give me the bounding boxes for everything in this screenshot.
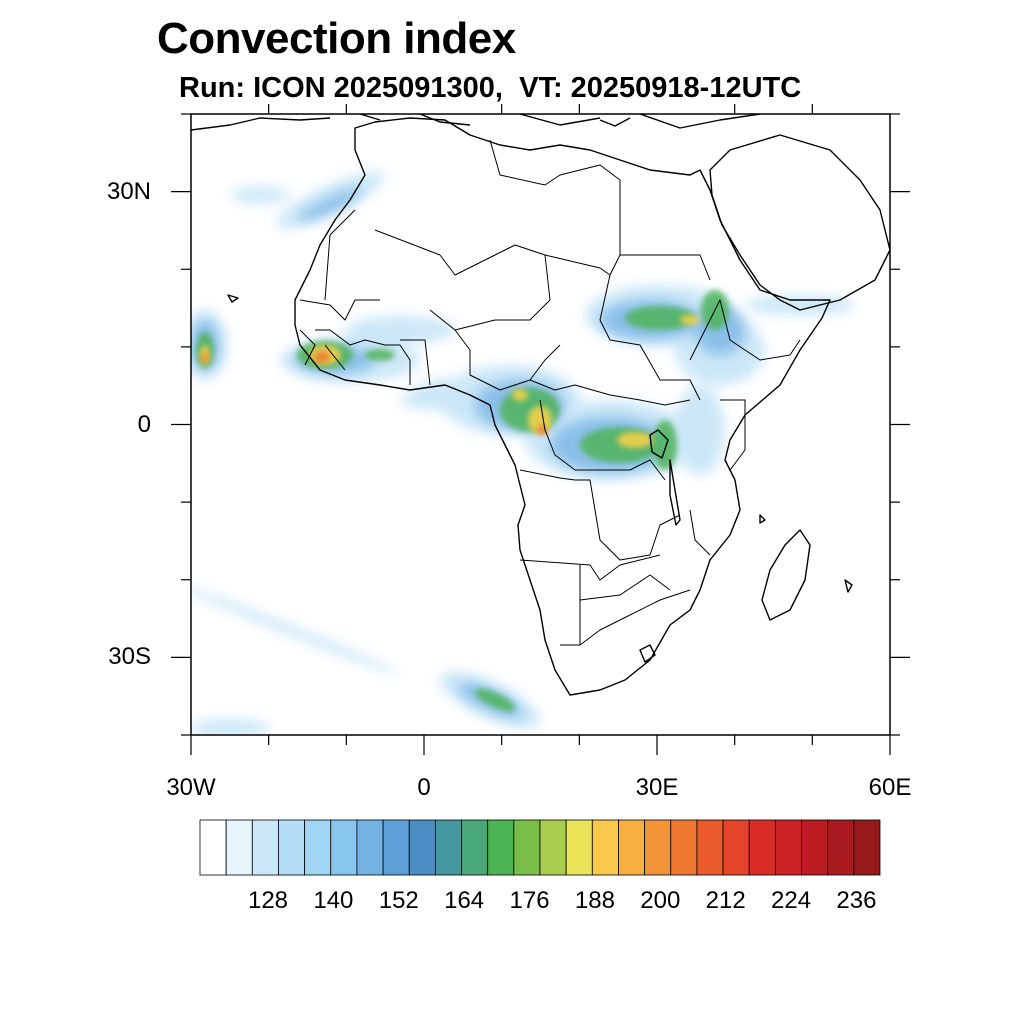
colorbar-swatch [539,819,567,876]
colorbar-swatch [487,819,515,876]
colorbar-swatch [513,819,541,876]
colorbar-swatch [408,819,436,876]
colorbar-label: 152 [378,887,419,914]
colorbar-swatch [330,819,358,876]
country-borders [299,139,801,646]
chart-title: Convection index [157,14,516,63]
colorbar-swatch [801,819,829,876]
colorbar-swatch [278,819,306,876]
colorbar-swatch [356,819,384,876]
colorbar-swatch [434,819,462,876]
colorbar-label: 188 [574,887,615,914]
colorbar-label: 212 [705,887,746,914]
x-tick-label: 0 [417,774,431,801]
colorbar-swatch [461,819,489,876]
colorbar [199,819,881,876]
colorbar-swatch [382,819,410,876]
colorbar-swatch [696,819,724,876]
colorbar-swatch [199,819,227,876]
colorbar-swatch [591,819,619,876]
colorbar-swatch [722,819,750,876]
colorbar-swatch [225,819,253,876]
colorbar-swatch [644,819,672,876]
axis-ticks [171,104,910,755]
convection-field [191,171,855,735]
colorbar-label: 176 [509,887,550,914]
colorbar-label: 140 [313,887,354,914]
y-tick-label: 30N [106,177,151,205]
y-tick-label: 0 [137,410,151,438]
x-tick-label: 30E [635,774,679,801]
colorbar-swatch [670,819,698,876]
colorbar-label: 200 [640,887,681,914]
colorbar-swatch [304,819,332,876]
colorbar-label: 164 [444,887,485,914]
colorbar-swatch [565,819,593,876]
colorbar-label: 224 [771,887,812,914]
y-tick-label: 30S [108,643,151,671]
colorbar-swatch [618,819,646,876]
colorbar-label: 236 [836,887,877,914]
colorbar-swatch [748,819,776,876]
colorbar-swatch [827,819,855,876]
x-tick-label: 60E [868,774,912,801]
x-tick-label: 30W [166,774,216,801]
colorbar-swatch [853,819,881,876]
chart-subtitle: Run: ICON 2025091300, VT: 20250918-12UTC [179,72,802,104]
colorbar-label: 128 [247,887,289,914]
colorbar-swatch [774,819,802,876]
coastlines [191,114,890,696]
colorbar-swatch [251,819,279,876]
